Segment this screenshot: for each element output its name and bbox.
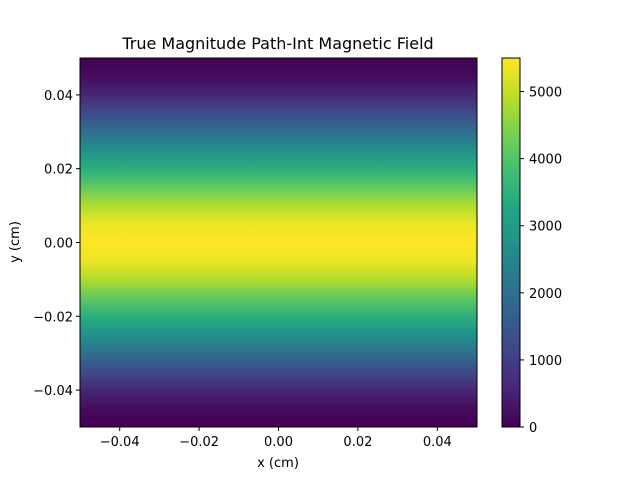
colorbar [502,58,520,427]
colorbar-tick-label: 5000 [529,86,562,101]
y-tick-label: 0.04 [44,89,73,104]
colorbar-tick-label: 3000 [529,220,562,235]
colorbar-tick-label: 1000 [529,354,562,369]
y-tick-label: 0.00 [44,237,73,252]
colorbar-tick-label: 0 [529,421,537,436]
x-tick-label: 0.00 [264,435,293,450]
colorbar-frame [501,57,521,428]
colorbar-ticks: 0 1000 2000 3000 4000 5000 [520,86,562,436]
x-axis-label: x (cm) [257,456,299,471]
x-tick-label: −0.02 [179,435,219,450]
colorbar-tick-label: 2000 [529,287,562,302]
x-tick-label: 0.04 [423,435,452,450]
y-tick-label: 0.02 [44,163,73,178]
x-tick-label: 0.02 [343,435,372,450]
heatmap-image [80,58,477,427]
x-axis-ticks: −0.04 −0.02 0.00 0.02 0.04 [100,427,452,450]
y-axis-label: y (cm) [8,221,23,263]
y-axis-ticks: −0.04 −0.02 0.00 0.02 0.04 [33,89,80,399]
y-tick-label: −0.02 [33,310,73,325]
y-tick-label: −0.04 [33,384,73,399]
colorbar-tick-label: 4000 [529,153,562,168]
chart-title: True Magnitude Path-Int Magnetic Field [121,34,433,53]
x-tick-label: −0.04 [100,435,140,450]
